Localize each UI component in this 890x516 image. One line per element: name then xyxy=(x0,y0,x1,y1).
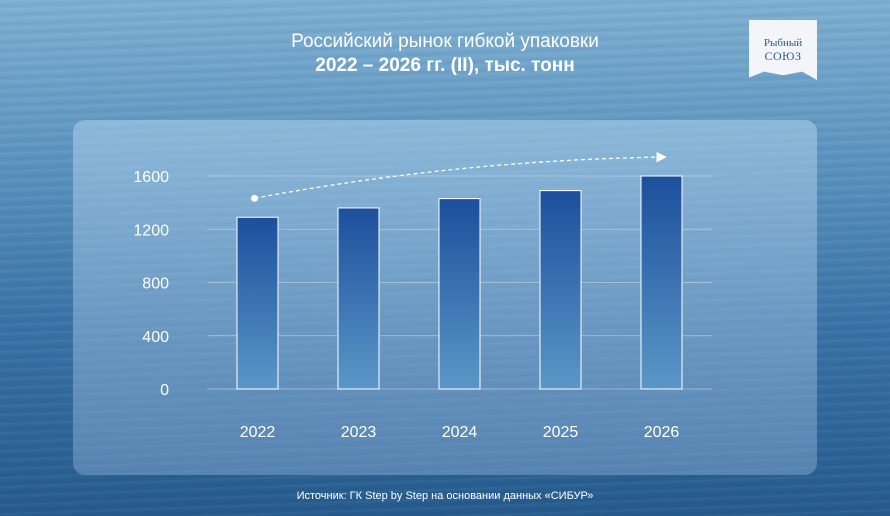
title-line-2: 2022 – 2026 гг. (II), тыс. тонн xyxy=(315,55,575,76)
y-tick-label: 1200 xyxy=(133,222,169,239)
y-tick-label: 0 xyxy=(160,382,169,399)
logo-text-line-2: СОЮЗ xyxy=(764,49,802,63)
title-line-1: Российский рынок гибкой упаковки xyxy=(291,31,599,52)
bar xyxy=(337,207,380,390)
x-tick-label: 2023 xyxy=(341,424,377,441)
chart-title: Российский рынок гибкой упаковки 2022 – … xyxy=(0,30,890,78)
y-tick-label: 800 xyxy=(142,276,169,293)
trend-start-dot xyxy=(251,194,258,202)
y-tick-label: 400 xyxy=(142,329,169,346)
bar xyxy=(640,175,683,390)
x-tick-label: 2025 xyxy=(543,424,579,441)
x-tick-label: 2026 xyxy=(644,424,680,441)
source-note: Источник: ГК Step by Step на основании д… xyxy=(296,490,594,502)
bar xyxy=(539,190,582,390)
bar xyxy=(438,198,481,390)
logo: Рыбный СОЮЗ xyxy=(749,20,817,80)
trend-arrow xyxy=(254,151,667,199)
bar xyxy=(236,216,279,390)
x-tick-label: 2024 xyxy=(442,424,478,441)
y-tick-label: 1600 xyxy=(133,169,169,186)
logo-text-line-1: Рыбный xyxy=(763,37,803,49)
x-tick-label: 2022 xyxy=(240,424,276,441)
